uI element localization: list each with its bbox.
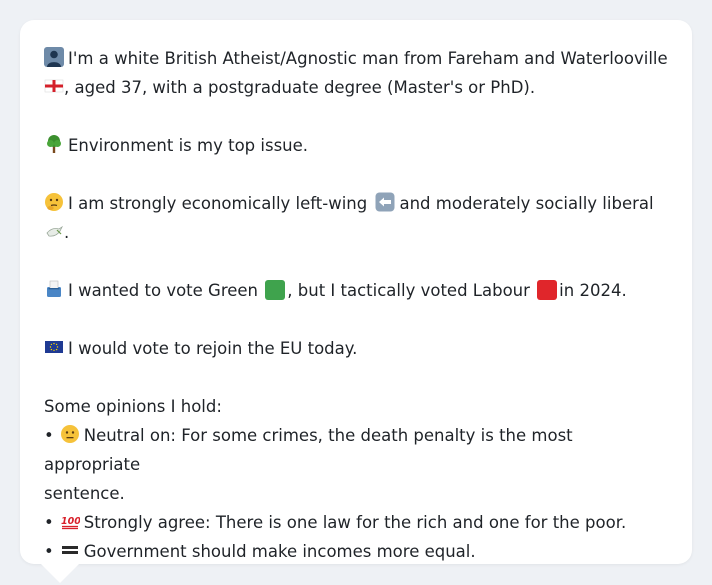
vote-text-3: in 2024. <box>559 281 627 300</box>
person-silhouette-icon <box>44 47 64 67</box>
opinion-item: • Government should make incomes more eq… <box>44 537 668 566</box>
eu-text: I would vote to rejoin the EU today. <box>68 339 358 358</box>
left-arrow-icon <box>375 192 395 212</box>
economic-text: I am strongly economically left-wing <box>68 194 368 213</box>
heavy-equals-icon <box>61 546 78 554</box>
opinion-text: Government should make incomes more equa… <box>83 542 476 561</box>
eu-flag-icon <box>45 341 63 353</box>
opinion-text: Neutral on: For some crimes, the death p… <box>44 426 573 474</box>
red-square-icon <box>537 280 558 300</box>
vote-text-2: , but I tactically voted Labour <box>287 281 530 300</box>
hundred-points-icon: 100 <box>61 516 80 530</box>
opinion-item: • Neutral on: For some crimes, the death… <box>44 421 668 508</box>
ballot-box-icon <box>47 280 61 297</box>
opinions-section: Some opinions I hold: • Neutral on: For … <box>44 392 668 566</box>
bullet: • <box>44 513 54 532</box>
vote-paragraph: I wanted to vote Green , but I tacticall… <box>44 276 668 305</box>
opinion-text-continued: sentence. <box>44 484 125 503</box>
green-square-icon <box>265 280 286 300</box>
social-text-tail: . <box>64 223 70 242</box>
speech-bubble-tail <box>40 563 80 583</box>
opinion-item: • 100 Strongly agree: There is one law f… <box>44 508 668 537</box>
intro-text-continued: , aged 37, with a postgraduate degree (M… <box>64 78 536 97</box>
ideology-paragraph: I am strongly economically left-wing and… <box>44 189 668 247</box>
social-text: and moderately socially liberal <box>399 194 654 213</box>
bullet: • <box>44 542 54 561</box>
eu-paragraph: I would vote to rejoin the EU today. <box>44 334 668 363</box>
thinking-face-icon <box>45 193 63 211</box>
vote-text-1: I wanted to vote Green <box>68 281 259 300</box>
opinions-heading: Some opinions I hold: <box>44 397 222 416</box>
dove-icon <box>46 225 64 237</box>
england-flag-icon <box>44 79 64 93</box>
tree-icon <box>47 135 61 153</box>
intro-paragraph: I'm a white British Atheist/Agnostic man… <box>44 44 668 102</box>
neutral-face-icon <box>60 425 79 443</box>
profile-card: I'm a white British Atheist/Agnostic man… <box>20 20 692 564</box>
top-issue-text: Environment is my top issue. <box>68 136 309 155</box>
intro-text: I'm a white British Atheist/Agnostic man… <box>68 49 668 68</box>
top-issue-paragraph: Environment is my top issue. <box>44 131 668 160</box>
bullet: • <box>44 426 54 445</box>
opinion-text: Strongly agree: There is one law for the… <box>83 513 627 532</box>
svg-text:100: 100 <box>61 516 80 527</box>
